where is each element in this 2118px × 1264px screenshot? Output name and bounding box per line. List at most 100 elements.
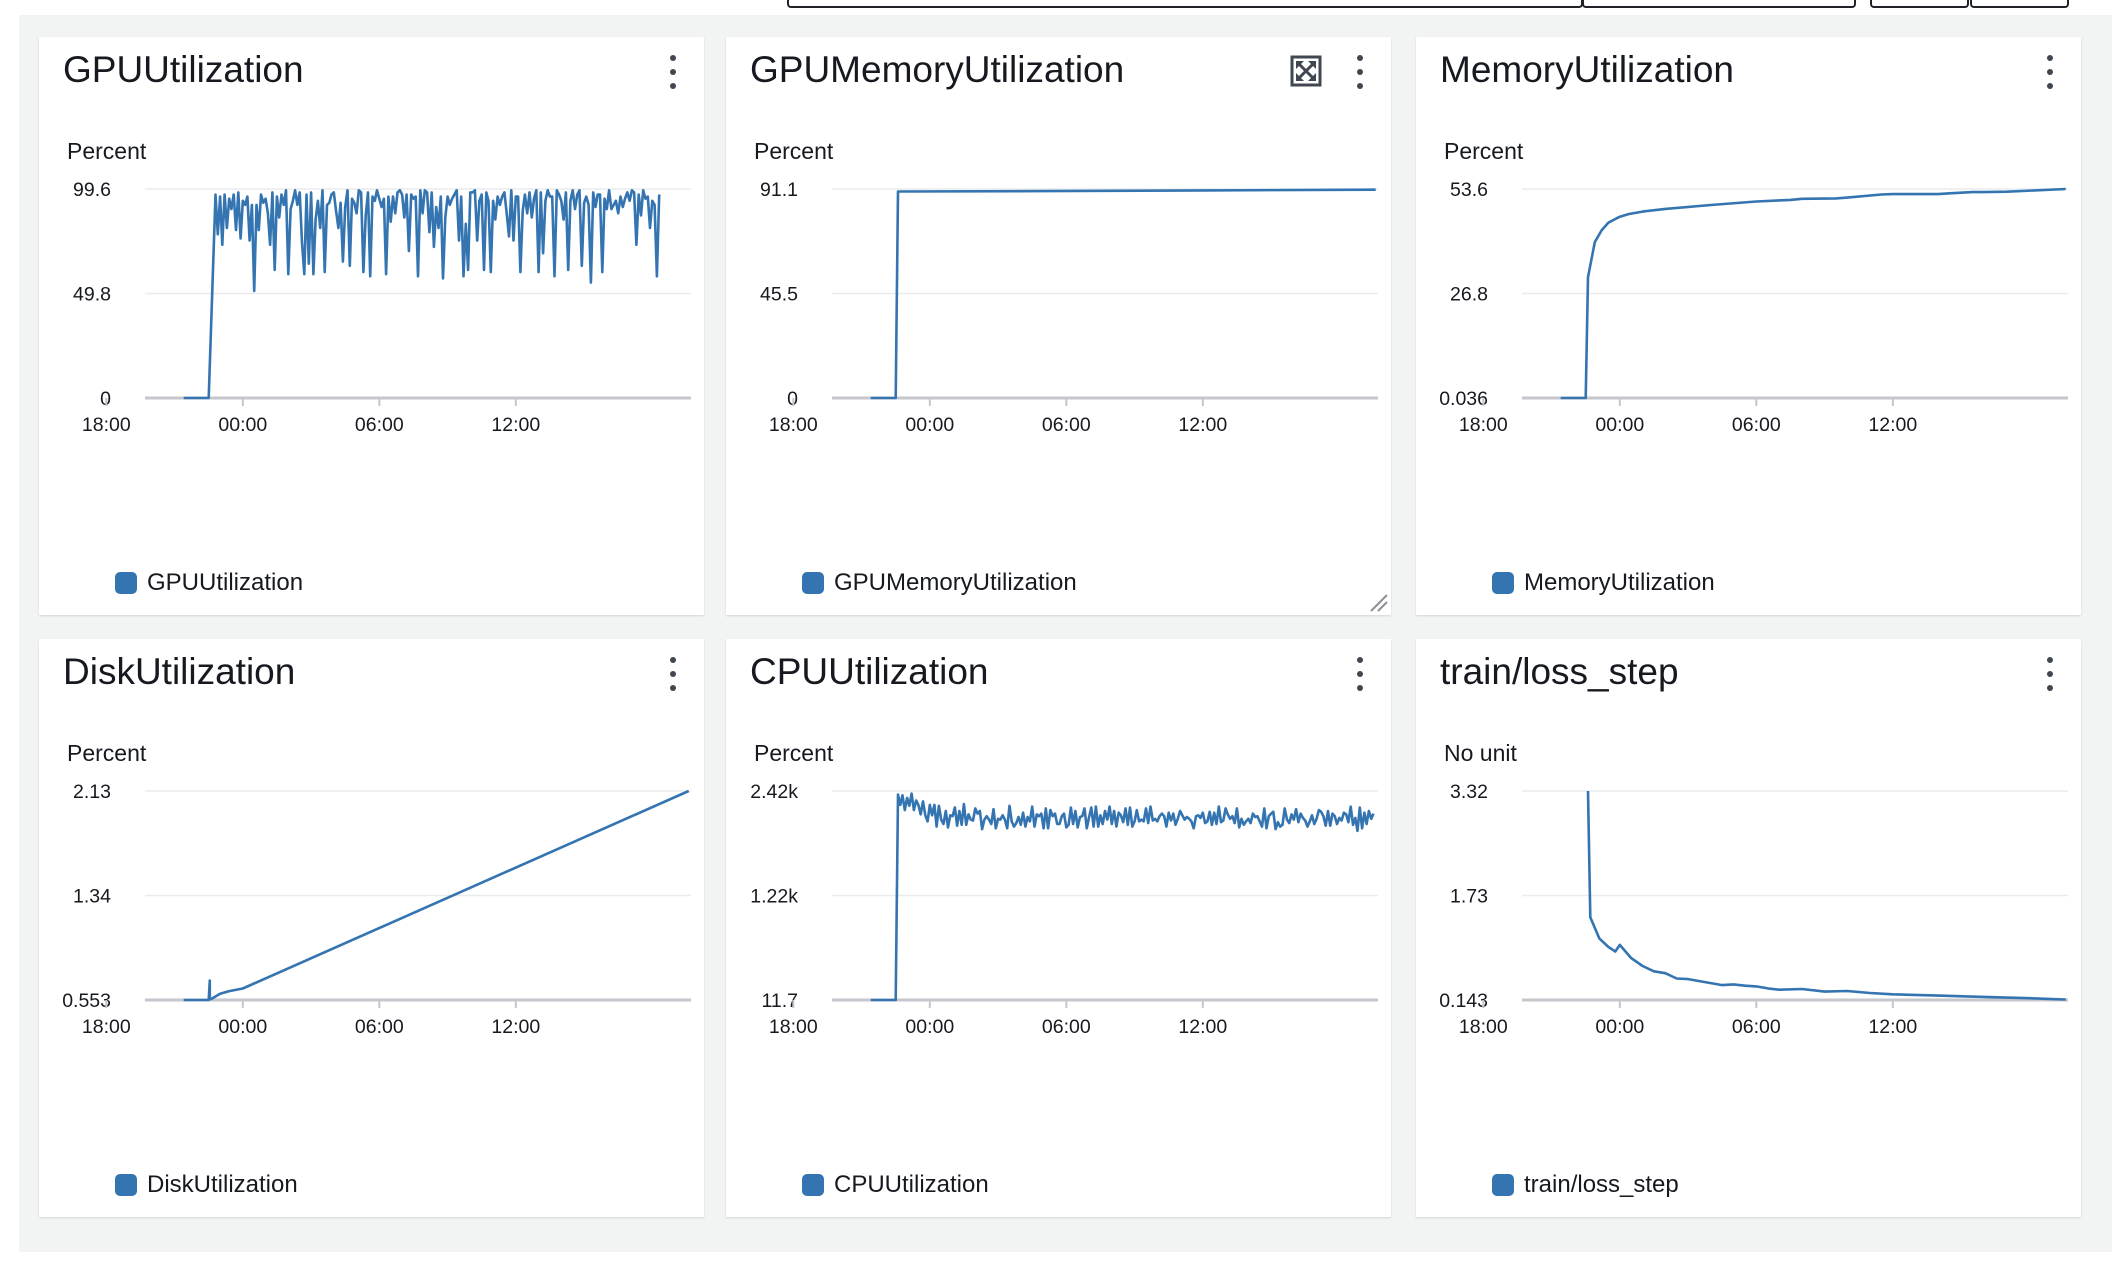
series-line bbox=[1560, 187, 2066, 400]
widget-title: train/loss_step bbox=[1440, 651, 1679, 692]
x-tick-label: 00:00 bbox=[218, 414, 267, 436]
more-vertical-icon bbox=[1357, 69, 1363, 75]
more-vertical-icon bbox=[2047, 671, 2053, 677]
legend-label: GPUUtilization bbox=[147, 569, 304, 596]
widget-title: DiskUtilization bbox=[63, 651, 296, 692]
legend-swatch bbox=[802, 1174, 824, 1196]
legend-swatch bbox=[115, 1174, 137, 1196]
y-tick-label: 49.8 bbox=[73, 284, 111, 306]
y-tick-label: 1.34 bbox=[73, 886, 111, 908]
top-button-1[interactable] bbox=[1870, 0, 1969, 8]
y-unit-label: Percent bbox=[67, 138, 147, 164]
y-unit-label: Percent bbox=[754, 740, 834, 766]
more-vertical-icon bbox=[2047, 69, 2053, 75]
y-unit-label: Percent bbox=[1444, 138, 1524, 164]
x-tick-label: 12:00 bbox=[1868, 1016, 1917, 1038]
more-vertical-icon bbox=[2047, 55, 2053, 61]
widget-disk-utilization: DiskUtilization Percent 2.13 1.34 0.553 18:0… bbox=[39, 639, 704, 1217]
y-tick-label: 1.73 bbox=[1450, 886, 1488, 908]
legend-item[interactable]: train/loss_step bbox=[1492, 1168, 1679, 1202]
widget-menu-button[interactable] bbox=[1351, 655, 1369, 693]
line-chart[interactable]: Percent 53.6 26.8 0.036 18:00 00:00 06:00 12:00 bbox=[1416, 137, 2081, 557]
widget-menu-button[interactable] bbox=[2041, 655, 2059, 693]
expand-icon[interactable] bbox=[1289, 54, 1323, 88]
x-tick-label: 00:00 bbox=[905, 1016, 954, 1038]
x-tick-label: 06:00 bbox=[1732, 1016, 1781, 1038]
more-vertical-icon bbox=[2047, 657, 2053, 663]
widget-title: CPUUtilization bbox=[750, 651, 989, 692]
legend-item[interactable]: GPUMemoryUtilization bbox=[802, 566, 1077, 600]
legend-item[interactable]: CPUUtilization bbox=[802, 1168, 989, 1202]
x-tick-label: 12:00 bbox=[1178, 414, 1227, 436]
line-chart[interactable]: No unit 3.32 1.73 0.143 18:00 00:00 06:00 12:00 bbox=[1416, 739, 2081, 1159]
widget-menu-button[interactable] bbox=[664, 53, 682, 91]
x-tick-label: 18:00 bbox=[769, 414, 818, 436]
x-tick-label: 00:00 bbox=[905, 414, 954, 436]
legend-label: GPUMemoryUtilization bbox=[834, 569, 1077, 596]
more-vertical-icon bbox=[670, 83, 676, 89]
more-vertical-icon bbox=[1357, 83, 1363, 89]
y-tick-label: 0.143 bbox=[1439, 990, 1488, 1012]
legend-swatch bbox=[1492, 1174, 1514, 1196]
more-vertical-icon bbox=[670, 685, 676, 691]
more-vertical-icon bbox=[670, 69, 676, 75]
more-vertical-icon bbox=[1357, 55, 1363, 61]
legend-label: CPUUtilization bbox=[834, 1171, 989, 1198]
x-tick-label: 06:00 bbox=[1042, 414, 1091, 436]
widget-title: GPUMemoryUtilization bbox=[750, 49, 1125, 90]
y-tick-label: 3.32 bbox=[1450, 781, 1488, 803]
x-tick-label: 06:00 bbox=[355, 1016, 404, 1038]
widget-train-loss-step: train/loss_step No unit 3.32 1.73 0.143 18:0… bbox=[1416, 639, 2081, 1217]
y-unit-label: Percent bbox=[67, 740, 147, 766]
y-unit-label: No unit bbox=[1444, 740, 1517, 766]
y-tick-label: 53.6 bbox=[1450, 179, 1488, 201]
x-tick-label: 12:00 bbox=[1868, 414, 1917, 436]
y-tick-label: 45.5 bbox=[760, 284, 798, 306]
top-search-field[interactable] bbox=[787, 0, 1583, 8]
widget-memory-utilization: MemoryUtilization Percent 53.6 26.8 0.036 18… bbox=[1416, 37, 2081, 615]
x-tick-label: 18:00 bbox=[82, 414, 131, 436]
widget-gpu-memory-utilization: GPUMemoryUtilization Percent91.145.5018:… bbox=[726, 37, 1391, 615]
widget-title: GPUUtilization bbox=[63, 49, 304, 90]
x-tick-label: 12:00 bbox=[491, 1016, 540, 1038]
y-unit-label: Percent bbox=[754, 138, 834, 164]
y-tick-label: 2.42k bbox=[750, 781, 798, 803]
legend-label: train/loss_step bbox=[1524, 1171, 1679, 1198]
resize-handle-icon[interactable] bbox=[1367, 591, 1389, 613]
line-chart[interactable]: Percent 2.42k 1.22k 11.7 18:00 00:00 06:00 12:0… bbox=[726, 739, 1391, 1159]
legend-swatch bbox=[1492, 572, 1514, 594]
series-line bbox=[183, 188, 661, 400]
x-tick-label: 12:00 bbox=[1178, 1016, 1227, 1038]
more-vertical-icon bbox=[1357, 657, 1363, 663]
x-tick-label: 18:00 bbox=[1459, 1016, 1508, 1038]
series-line bbox=[1586, 790, 2066, 1001]
line-chart[interactable]: Percent 2.13 1.34 0.553 18:00 00:00 06:00 12:00 bbox=[39, 739, 704, 1159]
widget-menu-button[interactable] bbox=[1351, 53, 1369, 91]
widget-title: MemoryUtilization bbox=[1440, 49, 1735, 90]
series-line bbox=[870, 188, 1376, 400]
dashboard-grid: GPUUtilization Percent99.649.8018:0000:0… bbox=[19, 15, 2112, 1252]
widget-gpu-utilization: GPUUtilization Percent99.649.8018:0000:0… bbox=[39, 37, 704, 615]
series-line bbox=[183, 789, 690, 1002]
more-vertical-icon bbox=[1357, 671, 1363, 677]
x-tick-label: 00:00 bbox=[1595, 1016, 1644, 1038]
y-tick-label: 2.13 bbox=[73, 781, 111, 803]
top-button-2[interactable] bbox=[1970, 0, 2069, 8]
x-tick-label: 18:00 bbox=[1459, 414, 1508, 436]
widget-menu-button[interactable] bbox=[2041, 53, 2059, 91]
legend-item[interactable]: GPUUtilization bbox=[115, 566, 303, 600]
more-vertical-icon bbox=[2047, 83, 2053, 89]
x-tick-label: 00:00 bbox=[218, 1016, 267, 1038]
x-tick-label: 00:00 bbox=[1595, 414, 1644, 436]
widget-menu-button[interactable] bbox=[664, 655, 682, 693]
legend-label: DiskUtilization bbox=[147, 1171, 298, 1198]
top-select-field[interactable] bbox=[1582, 0, 1856, 8]
x-tick-label: 18:00 bbox=[82, 1016, 131, 1038]
legend-item[interactable]: MemoryUtilization bbox=[1492, 566, 1715, 600]
more-vertical-icon bbox=[2047, 685, 2053, 691]
legend-swatch bbox=[802, 572, 824, 594]
x-tick-label: 06:00 bbox=[1042, 1016, 1091, 1038]
legend-item[interactable]: DiskUtilization bbox=[115, 1168, 298, 1202]
